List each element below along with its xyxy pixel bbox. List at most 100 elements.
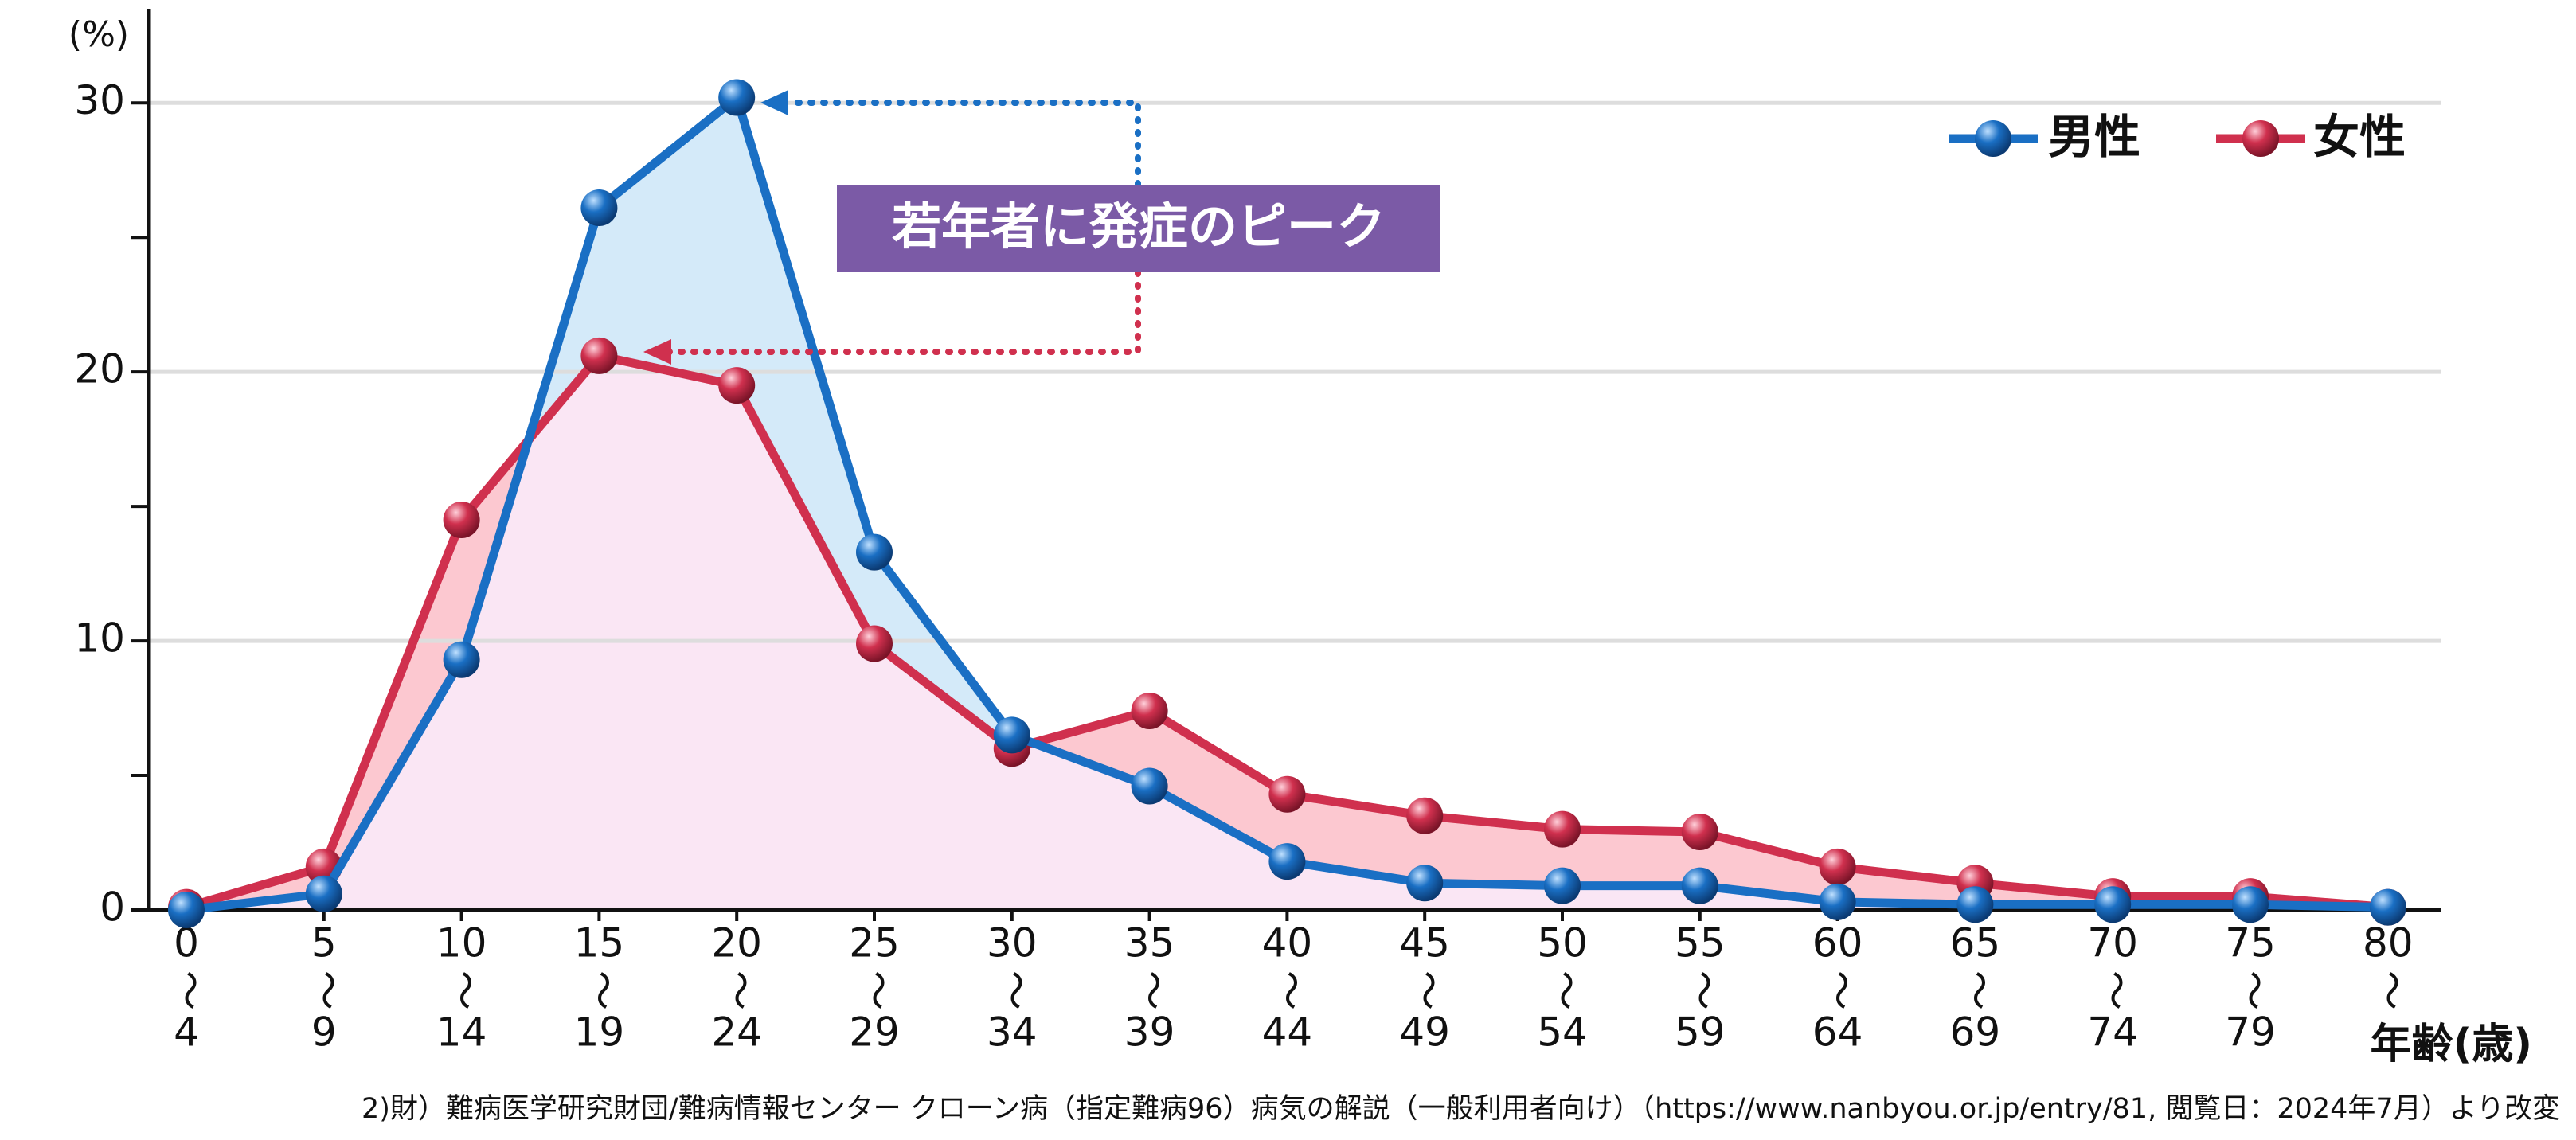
y-tick-label: 0 — [100, 884, 125, 931]
legend-label: 男性 — [2048, 110, 2140, 164]
marker — [1131, 767, 1168, 805]
marker — [1544, 867, 1581, 904]
x-tick-label: 9 — [311, 1009, 337, 1056]
marker — [2369, 888, 2406, 926]
x-tick-label: 〜 — [717, 970, 763, 1010]
marker — [2232, 886, 2269, 923]
x-tick-label: 40 — [1262, 920, 1313, 966]
x-tick-label: 74 — [2087, 1009, 2138, 1056]
marker — [305, 875, 342, 912]
x-tick-label: 〜 — [854, 970, 901, 1010]
x-tick-label: 44 — [1262, 1009, 1313, 1056]
legend-marker — [2242, 120, 2279, 157]
y-tick-label: 20 — [74, 346, 125, 392]
x-tick-label: 55 — [1675, 920, 1726, 966]
marker — [1681, 814, 1718, 851]
x-tick-label: 60 — [1812, 920, 1863, 966]
x-tick-label: 〜 — [1817, 970, 1863, 1010]
marker — [1819, 883, 1856, 920]
x-tick-label: 30 — [987, 920, 1038, 966]
marker — [1819, 848, 1856, 885]
x-tick-label: 34 — [987, 1009, 1038, 1056]
x-tick-label: 〜 — [166, 970, 213, 1010]
marker — [443, 502, 480, 539]
x-tick-label: 64 — [1812, 1009, 1863, 1056]
x-tick-label: 〜 — [1405, 970, 1451, 1010]
x-axis-label: 年齢(歳) — [2370, 1021, 2532, 1068]
marker — [1681, 867, 1718, 904]
x-tick-label: 14 — [436, 1009, 487, 1056]
marker — [1406, 865, 1444, 902]
marker — [718, 79, 756, 116]
marker — [580, 337, 618, 374]
marker — [1956, 886, 1994, 923]
x-tick-label: 29 — [849, 1009, 900, 1056]
annotation-text: 若年者に発症のピーク — [892, 197, 1386, 256]
x-tick-label: 〜 — [2230, 970, 2277, 1010]
annotation: 若年者に発症のピーク — [643, 90, 1440, 365]
x-tick-label: 25 — [849, 920, 900, 966]
arrow-head — [643, 339, 671, 365]
legend: 男性 女性 — [1949, 110, 2406, 164]
x-tick-label: 45 — [1399, 920, 1450, 966]
x-tick-label: 15 — [574, 920, 625, 966]
x-tick-label: 10 — [436, 920, 487, 966]
marker — [580, 189, 618, 227]
axes: 01020300〜45〜910〜1415〜1920〜2425〜2930〜3435… — [74, 9, 2441, 1056]
x-tick-label: 24 — [711, 1009, 762, 1056]
x-tick-label: 70 — [2087, 920, 2138, 966]
x-tick-label: 〜 — [1129, 970, 1175, 1010]
x-tick-label: 75 — [2225, 920, 2276, 966]
x-tick-label: 59 — [1675, 1009, 1726, 1056]
y-tick-label: 30 — [74, 77, 125, 123]
marker — [856, 625, 893, 662]
x-tick-label: 69 — [1950, 1009, 2001, 1056]
x-tick-label: 〜 — [441, 970, 487, 1010]
overlap-area — [186, 355, 2388, 910]
x-tick-label: 〜 — [303, 970, 350, 1010]
x-tick-label: 〜 — [579, 970, 625, 1010]
x-tick-label: 50 — [1537, 920, 1588, 966]
marker — [443, 641, 480, 678]
x-tick-label: 39 — [1124, 1009, 1175, 1056]
x-tick-label: 〜 — [1267, 970, 1313, 1010]
x-tick-label: 80 — [2363, 920, 2414, 966]
source: 2)財）難病医学研究財団/難病情報センター クローン病（指定難病96）病気の解説… — [362, 1093, 2560, 1125]
marker — [1406, 797, 1444, 834]
marker — [1131, 692, 1168, 729]
x-tick-label: 5 — [311, 920, 337, 966]
marker — [1268, 775, 1306, 813]
annotation-arrow — [785, 100, 1141, 188]
x-tick-label: 65 — [1950, 920, 2001, 966]
x-tick-label: 4 — [174, 1009, 199, 1056]
marker — [168, 892, 205, 928]
x-tick-label: 〜 — [1679, 970, 1726, 1010]
x-tick-label: 20 — [711, 920, 762, 966]
x-tick-label: 〜 — [2093, 970, 2139, 1010]
marker — [1268, 843, 1306, 880]
x-tick-label: 〜 — [991, 970, 1038, 1010]
legend-label: 女性 — [2313, 110, 2406, 164]
marker — [856, 533, 893, 571]
y-tick-label: 10 — [74, 615, 125, 662]
arrow-head — [760, 90, 788, 115]
x-tick-label: 〜 — [2367, 970, 2414, 1010]
legend-marker — [1975, 120, 2011, 157]
annotation-arrow — [666, 269, 1141, 355]
x-tick-label: 〜 — [1955, 970, 2001, 1010]
marker — [2094, 886, 2132, 923]
x-tick-label: 35 — [1124, 920, 1175, 966]
x-tick-label: 54 — [1537, 1009, 1588, 1056]
lines — [168, 79, 2406, 928]
x-tick-label: 79 — [2225, 1009, 2276, 1056]
x-tick-label: 49 — [1399, 1009, 1450, 1056]
marker — [1544, 810, 1581, 848]
marker — [993, 716, 1030, 754]
x-tick-label: 19 — [574, 1009, 625, 1056]
areas — [186, 97, 2388, 911]
annotation-box — [837, 185, 1440, 272]
x-tick-label: 〜 — [1542, 970, 1589, 1010]
marker — [718, 367, 756, 404]
